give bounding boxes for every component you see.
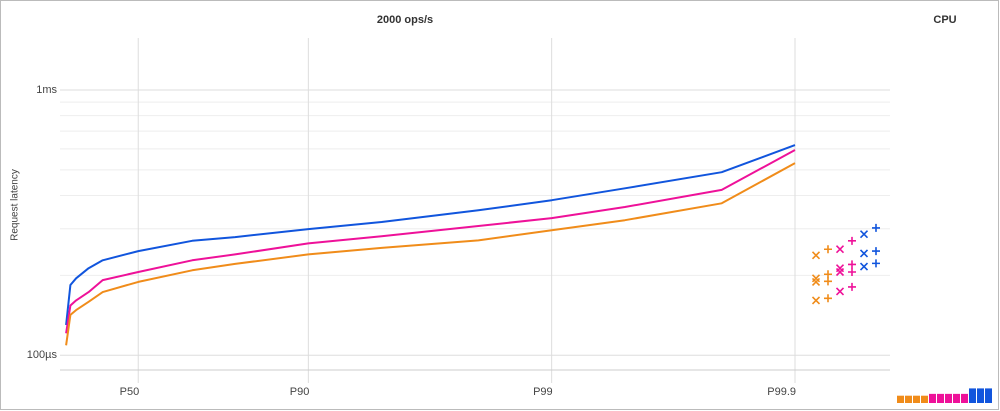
marker — [848, 268, 856, 277]
y-axis-label: Request latency — [10, 169, 21, 241]
marker — [859, 262, 869, 271]
bar — [905, 395, 912, 403]
marker — [859, 230, 869, 239]
series-line — [65, 149, 796, 334]
y-tick-label: 1ms — [36, 84, 57, 96]
y-tick-label: 100µs — [27, 349, 58, 361]
marker — [872, 223, 880, 232]
series-line — [65, 144, 796, 326]
marker — [835, 287, 845, 296]
x-tick-label: P90 — [290, 386, 310, 398]
marker — [848, 236, 856, 245]
marker — [824, 277, 832, 286]
marker — [848, 260, 856, 269]
x-tick-label: P99.9 — [767, 386, 796, 398]
marker — [824, 245, 832, 254]
marker — [835, 245, 845, 254]
bar — [929, 393, 936, 403]
marker — [848, 282, 856, 291]
marker — [811, 251, 821, 260]
marker — [872, 247, 880, 256]
bar — [969, 388, 976, 403]
bar — [897, 395, 904, 403]
bar — [961, 393, 968, 403]
bar — [953, 393, 960, 403]
bar — [913, 395, 920, 403]
bar — [921, 395, 928, 403]
x-tick-label: P99 — [533, 386, 553, 398]
bar — [985, 388, 992, 403]
series-line — [65, 162, 796, 346]
bar — [977, 388, 984, 403]
bar — [945, 393, 952, 403]
marker — [835, 267, 845, 277]
marker — [824, 270, 832, 279]
bar — [937, 393, 944, 403]
marker — [859, 249, 869, 258]
marker — [811, 277, 821, 286]
marker — [872, 259, 880, 268]
x-tick-label: P50 — [120, 386, 140, 398]
marker — [811, 296, 821, 305]
chart-title: 2000 ops/s — [377, 14, 433, 26]
cpu-title: CPU — [933, 14, 956, 26]
marker — [824, 294, 832, 303]
